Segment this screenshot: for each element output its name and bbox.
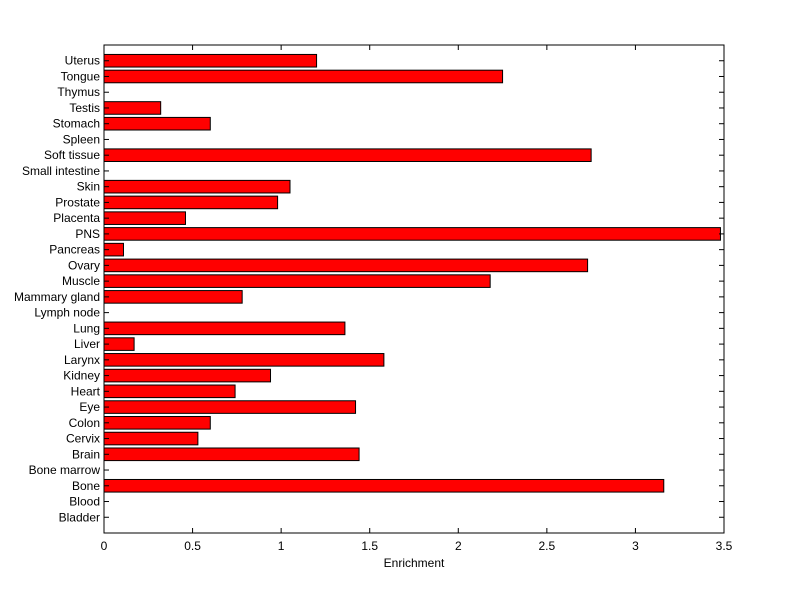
bar-prostate (103, 195, 279, 210)
bar-testis (103, 101, 162, 115)
y-tick-label-pns: PNS (75, 227, 100, 241)
y-tick-label-cervix: Cervix (66, 432, 100, 446)
x-tick-label: 2.5 (539, 539, 556, 553)
y-tick-label-spleen: Spleen (63, 132, 100, 146)
y-tick-label-tongue: Tongue (61, 69, 101, 83)
y-tick-label-blood: Blood (69, 495, 100, 509)
y-tick-label-thymus: Thymus (57, 85, 100, 99)
x-tick-label: 1 (278, 539, 285, 553)
y-tick-label-bone: Bone (72, 479, 100, 493)
y-tick-label-stomach: Stomach (53, 117, 100, 131)
x-axis-title: Enrichment (384, 556, 445, 570)
y-tick-label-kidney: Kidney (63, 369, 100, 383)
y-tick-label-liver: Liver (74, 337, 100, 351)
x-tick-label: 0.5 (184, 539, 201, 553)
bar-bone (103, 478, 665, 493)
y-tick-label-skin: Skin (77, 180, 100, 194)
y-tick-label-larynx: Larynx (64, 353, 100, 367)
bar-tongue (103, 69, 504, 84)
y-tick-label-bone-marrow: Bone marrow (29, 463, 101, 477)
y-tick-label-muscle: Muscle (62, 274, 100, 288)
y-tick-label-small-intestine: Small intestine (22, 164, 100, 178)
y-tick-label-bladder: Bladder (59, 510, 100, 524)
y-tick-label-brain: Brain (72, 447, 100, 461)
bar-colon (103, 416, 211, 430)
y-tick-label-mammary-gland: Mammary gland (14, 290, 100, 304)
y-tick-label-soft-tissue: Soft tissue (44, 148, 100, 162)
bar-soft-tissue (103, 148, 592, 162)
y-tick-label-ovary: Ovary (68, 258, 100, 272)
bar-uterus (103, 53, 318, 68)
ticks-group (103, 45, 725, 533)
x-tick-label: 3 (632, 539, 639, 553)
y-tick-label-placenta: Placenta (53, 211, 100, 225)
x-tick-label: 2 (455, 539, 462, 553)
y-tick-label-heart: Heart (71, 384, 101, 398)
x-tick-label: 1.5 (361, 539, 378, 553)
y-tick-label-eye: Eye (79, 400, 100, 414)
bar-eye (103, 400, 357, 414)
y-tick-label-testis: Testis (69, 101, 100, 115)
x-tick-label: 3.5 (716, 539, 733, 553)
bar-pns (103, 227, 721, 241)
y-tick-label-pancreas: Pancreas (49, 243, 100, 257)
bar-placenta (103, 211, 186, 225)
bar-larynx (103, 353, 385, 367)
plot-frame (103, 44, 725, 534)
y-tick-label-uterus: Uterus (65, 54, 100, 68)
y-tick-label-colon: Colon (69, 416, 100, 430)
y-tick-label-prostate: Prostate (55, 195, 100, 209)
x-tick-labels: 0 0.5 1 1.5 2 2.5 3 3.5 (101, 539, 733, 553)
bar-muscle (103, 274, 491, 288)
bar-mammary-gland (103, 290, 243, 304)
bar-ovary (103, 258, 589, 273)
bar-lung (103, 321, 346, 336)
bar-stomach (103, 116, 211, 131)
bar-cervix (103, 431, 199, 446)
y-tick-label-lymph-node: Lymph node (34, 306, 100, 320)
bar-skin (103, 179, 291, 194)
y-tick-label-lung: Lung (73, 321, 100, 335)
x-tick-label: 0 (101, 539, 108, 553)
bar-heart (103, 384, 236, 399)
bar-brain (103, 447, 360, 462)
bar-kidney (103, 368, 272, 383)
